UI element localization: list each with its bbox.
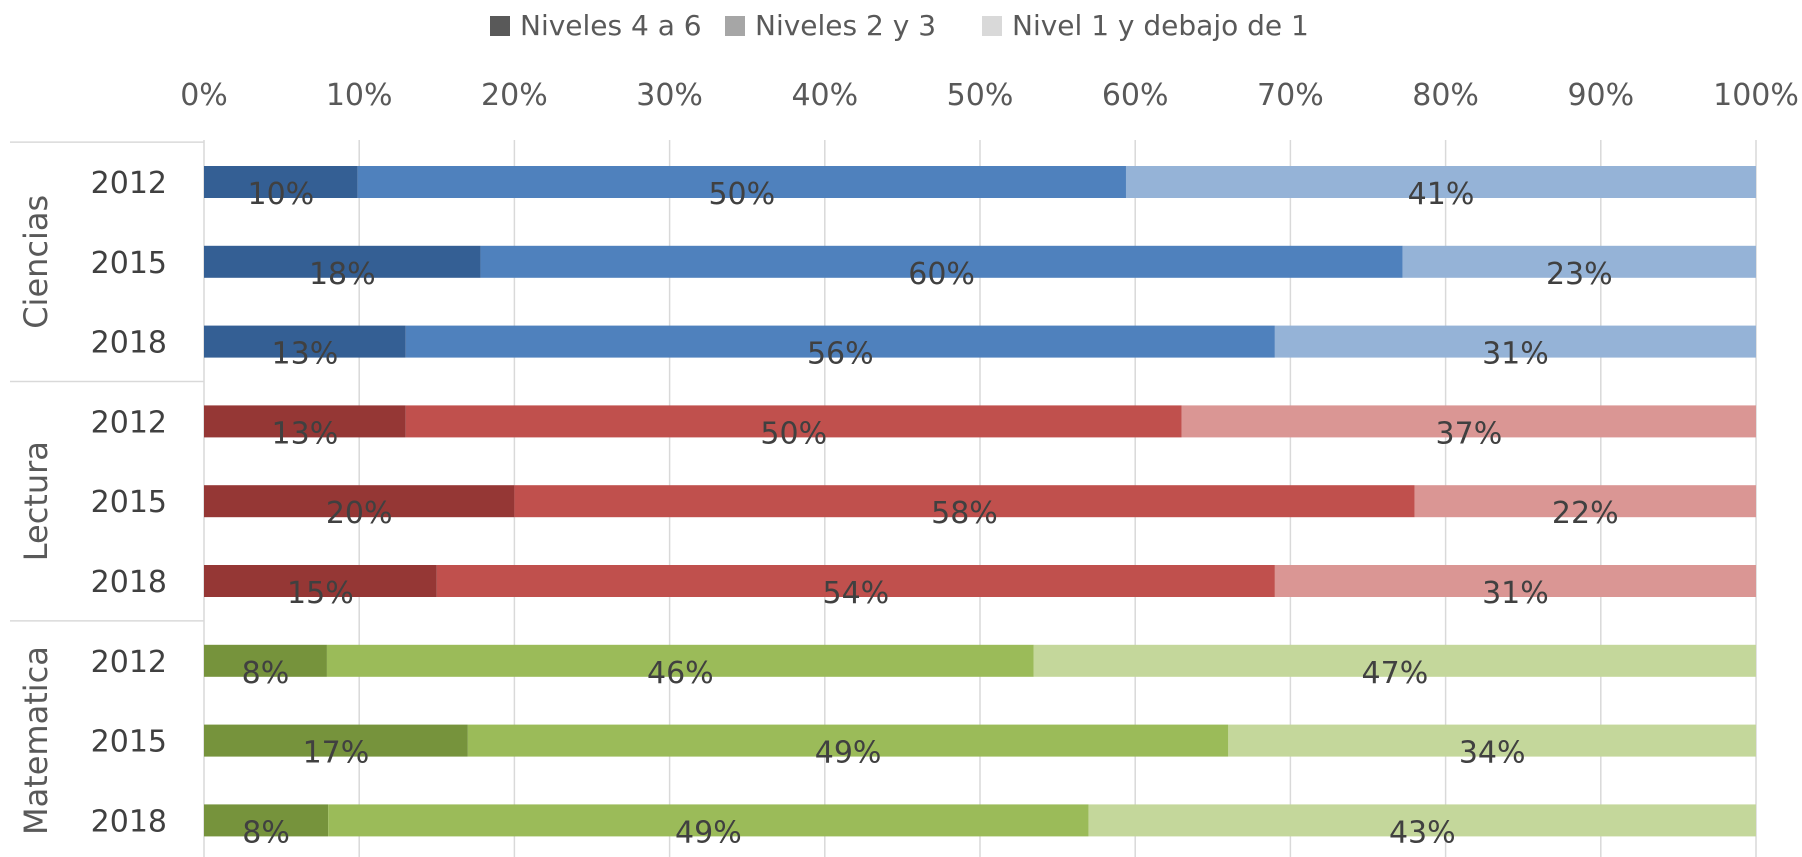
year-label: 2015 [91,725,167,760]
bar-segment [467,724,1229,757]
bar-segment [1033,644,1756,677]
bar-segment [405,325,1275,358]
bar-segment [1402,245,1756,278]
x-tick-label: 100% [1713,78,1799,113]
bar-segment [204,724,468,757]
bar-segment [1125,166,1756,198]
x-tick-label: 20% [481,78,548,113]
year-label: 2012 [91,166,167,201]
bar-segment [1414,485,1756,518]
data-labels: 10% 50% 41% 18% 60% 23% 13% 56% 31% 13% 50% 37% 20% 5… [242,177,1619,850]
data-label: 49% [815,736,882,771]
bar-segment [204,485,515,518]
bar-segment [1274,325,1756,358]
data-label: 20% [326,496,393,531]
data-label: 56% [807,337,874,372]
bars [204,166,1756,837]
data-label: 22% [1552,496,1619,531]
bar-segment [1274,565,1756,597]
data-label: 50% [708,177,775,212]
legend: Niveles 4 a 6 Niveles 2 y 3 Nivel 1 y deba… [490,9,1309,42]
x-tick-label: 90% [1567,78,1634,113]
data-label: 13% [272,416,339,451]
data-label: 49% [675,815,742,850]
data-label: 41% [1408,177,1475,212]
data-label: 37% [1436,416,1503,451]
data-label: 23% [1546,257,1613,292]
x-tick-label: 0% [180,78,228,113]
data-label: 58% [931,496,998,531]
bar-segment [204,565,437,597]
bar-segment [204,245,481,278]
group-label: Matematica [17,646,55,835]
legend-label: Nivel 1 y debajo de 1 [1012,9,1309,42]
group-label: Lectura [17,441,55,561]
data-label: 31% [1482,576,1549,611]
legend-label: Niveles 2 y 3 [755,9,936,42]
data-label: 43% [1389,815,1456,850]
data-label: 15% [287,576,354,611]
x-tick-label: 10% [326,78,393,113]
data-label: 8% [242,656,290,691]
x-tick-label: 30% [636,78,703,113]
year-label: 2015 [91,246,167,281]
data-label: 46% [647,656,714,691]
x-axis-tick-labels: 0% 10% 20% 30% 40% 50% 60% 70% 80% 90% 100% [180,78,1799,113]
bar-segment [204,804,329,837]
year-label: 2018 [91,565,167,600]
data-label: 34% [1459,736,1526,771]
bar-segment [480,245,1403,278]
year-label: 2018 [91,804,167,839]
data-label: 10% [247,177,314,212]
y-axis-labels: 2012 2015 2018 Ciencias 2012 2015 2018 Lectura 2… [17,166,167,839]
bar-segment [405,405,1182,438]
bar-segment [204,405,406,438]
bar-segment [204,325,406,358]
year-label: 2012 [91,645,167,680]
data-label: 54% [822,576,889,611]
legend-label: Niveles 4 a 6 [520,9,702,42]
bar-segment [436,565,1275,597]
data-label: 13% [272,337,339,372]
data-label: 8% [242,815,290,850]
bar-segment [1088,804,1756,837]
data-label: 50% [760,416,827,451]
legend-item: Niveles 4 a 6 [490,9,702,42]
bar-segment [357,166,1126,198]
group-label: Ciencias [17,195,55,329]
data-label: 18% [309,257,376,292]
bar-segment [514,485,1415,518]
bar-segment [204,166,358,198]
x-tick-label: 40% [791,78,858,113]
legend-item: Niveles 2 y 3 [725,9,936,42]
year-label: 2018 [91,326,167,361]
legend-swatch [982,16,1002,36]
legend-swatch [725,16,745,36]
bar-segment [326,644,1034,677]
bar-segment [1228,724,1756,757]
data-label: 31% [1482,337,1549,372]
x-tick-label: 80% [1412,78,1479,113]
bar-segment [1181,405,1756,438]
x-tick-label: 50% [947,78,1014,113]
data-label: 60% [908,257,975,292]
year-label: 2015 [91,485,167,520]
year-label: 2012 [91,405,167,440]
legend-swatch [490,16,510,36]
bar-segment [328,804,1089,837]
data-label: 47% [1362,656,1429,691]
x-tick-label: 70% [1257,78,1324,113]
legend-item: Nivel 1 y debajo de 1 [982,9,1309,42]
x-tick-label: 60% [1102,78,1169,113]
bar-segment [204,644,327,677]
data-label: 17% [303,736,370,771]
